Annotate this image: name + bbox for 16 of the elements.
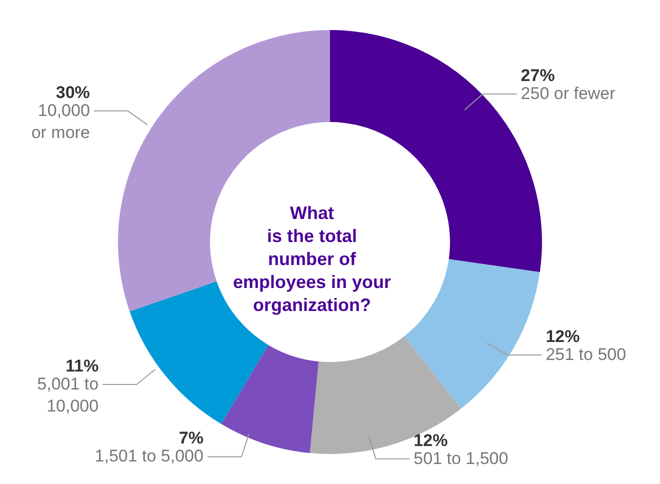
slice-label: 250 or fewer: [520, 84, 616, 103]
slice-label: 251 to 500: [546, 345, 626, 364]
data-label: 27%: [520, 66, 555, 85]
slice-label: 501 to 1,500: [414, 448, 508, 468]
data-label: 11%: [65, 356, 99, 376]
data-label: 12%: [546, 327, 580, 346]
slice-label: 5,001 to 10,000: [37, 374, 99, 416]
data-label: 7%: [178, 428, 204, 448]
slice-label: 1,501 to 5,000: [94, 446, 204, 466]
text: What is the total number of employees in your organization?: [232, 203, 392, 315]
donut-slice: [404, 259, 540, 409]
donut-slice: [310, 336, 462, 454]
slice-label: 10,000 or more: [31, 100, 90, 142]
donut-slice: [221, 344, 319, 454]
data-label: 12%: [414, 430, 448, 450]
data-label: 30%: [56, 82, 90, 102]
